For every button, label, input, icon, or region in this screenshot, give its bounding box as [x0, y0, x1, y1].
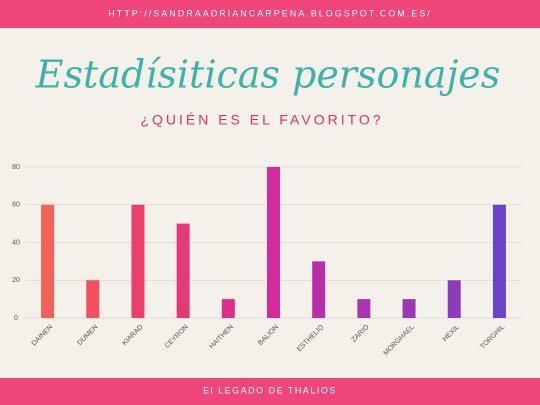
chart-subtitle: ¿QUIÉN ES EL FAVORITO?	[140, 112, 383, 128]
bar	[176, 223, 190, 318]
y-tick-label: 0	[14, 315, 18, 322]
bar	[312, 261, 326, 318]
footer-text: El LEGADO DE THALIOS	[203, 385, 337, 395]
y-tick-label: 20	[12, 277, 20, 284]
bar	[492, 204, 506, 318]
bar	[86, 280, 100, 318]
bar	[357, 299, 371, 318]
y-tick-label: 80	[12, 164, 20, 171]
bar	[41, 204, 55, 318]
chart-title: Estadísiticas personajes	[35, 53, 501, 97]
footer-band	[0, 378, 540, 405]
header-url: HTTP://SANDRAADRIANCARPENA.BLOGSPOT.COM.…	[108, 8, 432, 18]
bar	[447, 280, 461, 318]
bar	[402, 299, 416, 318]
bar	[267, 167, 280, 318]
header-band	[0, 0, 540, 28]
bar	[221, 299, 235, 318]
y-tick-label: 40	[12, 239, 20, 246]
y-tick-label: 60	[12, 202, 20, 209]
bar	[131, 204, 145, 318]
